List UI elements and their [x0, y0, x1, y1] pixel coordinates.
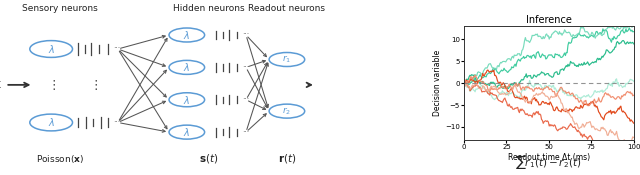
Text: ···: ···: [242, 30, 249, 40]
Text: $\lambda$: $\lambda$: [47, 117, 55, 128]
Text: $\mathbf{x}$: $\mathbf{x}$: [0, 78, 2, 91]
Text: $\lambda$: $\lambda$: [183, 61, 191, 73]
Text: $\lambda$: $\lambda$: [183, 29, 191, 41]
Text: $r_1$: $r_1$: [282, 54, 291, 65]
Y-axis label: Decision variable: Decision variable: [433, 50, 442, 116]
Text: $\vdots$: $\vdots$: [89, 78, 98, 92]
Text: ···: ···: [242, 63, 249, 72]
Text: $\mathbf{s}(t)$: $\mathbf{s}(t)$: [199, 152, 219, 165]
Text: Poisson($\mathbf{x}$): Poisson($\mathbf{x}$): [36, 153, 84, 165]
Text: ···: ···: [113, 44, 120, 54]
Text: $\sum r_1(t)-r_2(t)$: $\sum r_1(t)-r_2(t)$: [515, 153, 582, 171]
X-axis label: Readout time Δt (ms): Readout time Δt (ms): [508, 153, 590, 162]
Text: Readout neurons: Readout neurons: [248, 4, 325, 13]
Text: Sensory neurons: Sensory neurons: [22, 4, 98, 13]
Text: ···: ···: [113, 118, 120, 127]
Text: $\lambda$: $\lambda$: [47, 43, 55, 55]
Text: ···: ···: [242, 95, 249, 104]
Text: $\lambda$: $\lambda$: [183, 126, 191, 138]
Text: ···: ···: [242, 128, 249, 137]
Text: $\lambda$: $\lambda$: [183, 94, 191, 106]
Text: Hidden neurons: Hidden neurons: [173, 4, 245, 13]
Text: $\mathbf{r}(t)$: $\mathbf{r}(t)$: [278, 152, 296, 165]
Text: $r_2$: $r_2$: [282, 105, 291, 117]
Text: $\vdots$: $\vdots$: [47, 78, 56, 92]
Title: Inference: Inference: [526, 15, 572, 26]
